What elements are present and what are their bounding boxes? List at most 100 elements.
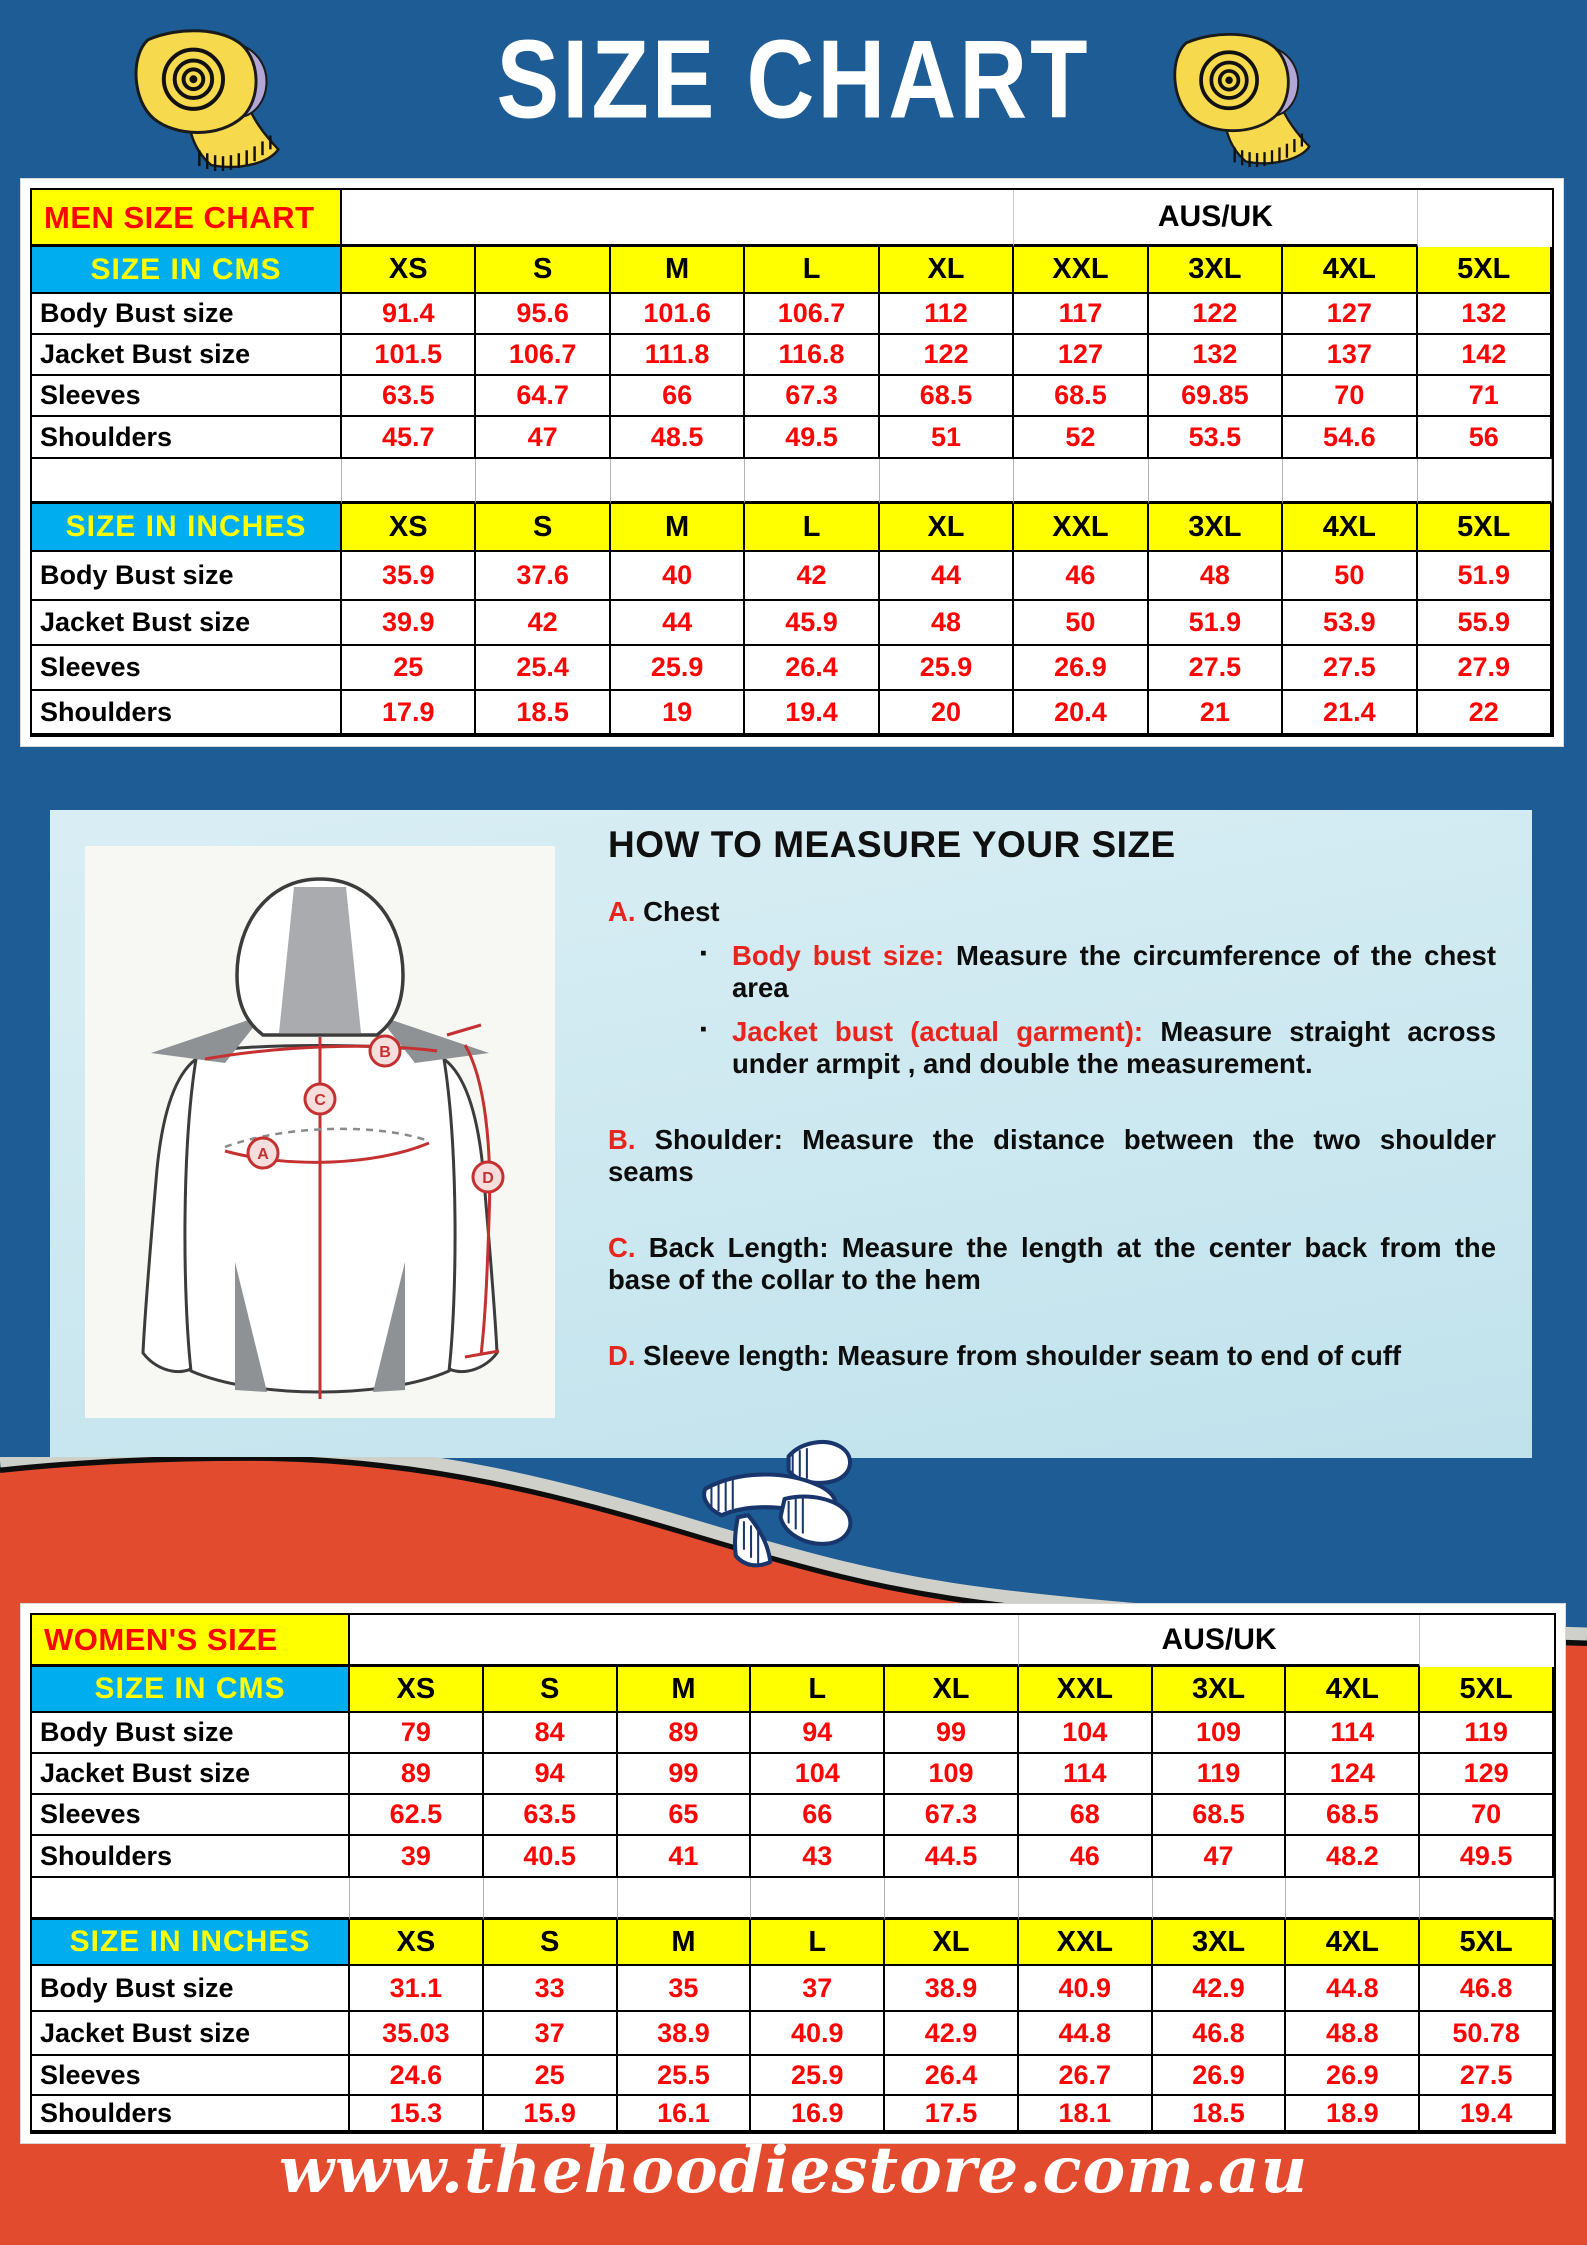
size-col-header: 4XL (1286, 1920, 1421, 1966)
size-value: 67.3 (885, 1795, 1019, 1836)
size-value: 68.5 (879, 376, 1015, 417)
size-value: 68.5 (1286, 1795, 1421, 1836)
spacer-cell (617, 1878, 752, 1920)
women-size-table: WOMEN'S SIZE AUS/UK SIZE IN CMS XS S M L XL XXL 3… (30, 1613, 1556, 2134)
size-value: 94 (751, 1713, 886, 1754)
measure-label: Shoulders (32, 1836, 350, 1878)
size-value: 48.2 (1286, 1836, 1421, 1878)
size-value: 63.5 (483, 1795, 618, 1836)
size-value: 26.7 (1018, 2056, 1153, 2096)
size-value: 51.9 (1148, 601, 1284, 646)
instruction-list: A. Chest ▪ Body bust size: Measure the cir… (608, 896, 1496, 1372)
size-col-header: M (617, 1920, 752, 1966)
size-value: 48 (879, 601, 1015, 646)
size-value: 62.5 (350, 1795, 484, 1836)
size-col-header: XL (879, 247, 1015, 294)
size-col-header: 5XL (1417, 504, 1552, 552)
measure-instruction: D. Sleeve length: Measure from shoulder … (608, 1340, 1402, 1371)
size-value: 89 (350, 1754, 484, 1795)
size-col-header: S (483, 1920, 618, 1966)
svg-text:B: B (379, 1044, 391, 1061)
size-value: 18.5 (476, 691, 611, 735)
size-value: 116.8 (745, 335, 880, 376)
size-value: 40.5 (483, 1836, 618, 1878)
size-value: 37.6 (476, 552, 611, 601)
size-value: 51 (879, 417, 1015, 459)
measure-label: Shoulders (32, 691, 342, 735)
hoodie-measurement-diagram: A B C D (85, 846, 555, 1418)
men-size-table: MEN SIZE CHART AUS/UK SIZE IN CMS XS S M L XL XX… (30, 188, 1554, 737)
size-col-header: M (617, 1667, 752, 1713)
size-value: 38.9 (617, 2012, 752, 2056)
size-value: 53.5 (1148, 417, 1284, 459)
size-value: 109 (885, 1754, 1019, 1795)
svg-text:A: A (257, 1146, 269, 1163)
spacer-cell (350, 1878, 484, 1920)
how-to-measure-panel: A B C D HOW TO MEASURE YOUR SIZE A. Ches… (50, 810, 1532, 1458)
size-value: 25.4 (476, 646, 611, 691)
measure-label: Body Bust size (32, 552, 342, 601)
size-value: 31.1 (350, 1966, 484, 2012)
instruction-key: A. (608, 896, 644, 927)
size-value: 142 (1417, 335, 1552, 376)
measure-label: Sleeves (32, 1795, 350, 1836)
size-col-header: XL (885, 1667, 1019, 1713)
size-value: 25.5 (617, 2056, 752, 2096)
size-value: 27.5 (1283, 646, 1418, 691)
instruction-bullets: ▪ Body bust size: Measure the circumferen… (700, 940, 1496, 1080)
size-value: 44 (610, 601, 746, 646)
size-value: 114 (1018, 1754, 1153, 1795)
size-value: 18.1 (1018, 2096, 1153, 2132)
instruction-key: D. (608, 1340, 644, 1371)
size-value: 19 (610, 691, 746, 735)
size-value: 27.9 (1417, 646, 1552, 691)
spacer-cell (1152, 1878, 1287, 1920)
spacer-cell (32, 1878, 350, 1920)
measure-label: Jacket Bust size (32, 335, 342, 376)
size-col-header: XL (885, 1920, 1019, 1966)
size-col-header: M (610, 247, 746, 294)
size-value: 46 (1014, 552, 1149, 601)
size-value: 63.5 (342, 376, 477, 417)
size-value: 26.9 (1286, 2056, 1421, 2096)
measure-label: Jacket Bust size (32, 2012, 350, 2056)
size-value: 45.7 (342, 417, 477, 459)
size-value: 89 (617, 1713, 752, 1754)
size-value: 21.4 (1283, 691, 1418, 735)
size-value: 53.9 (1283, 601, 1418, 646)
size-value: 33 (483, 1966, 618, 2012)
size-value: 22 (1417, 691, 1552, 735)
measure-label: Body Bust size (32, 294, 342, 335)
size-value: 16.1 (617, 2096, 752, 2132)
instruction-key: B. (608, 1124, 655, 1155)
size-value: 39.9 (342, 601, 477, 646)
size-value: 42.9 (885, 2012, 1019, 2056)
size-value: 71 (1417, 376, 1552, 417)
size-value: 49.5 (1420, 1836, 1554, 1878)
size-value: 50 (1283, 552, 1418, 601)
spacer-cell (751, 1878, 886, 1920)
size-value: 48.5 (610, 417, 746, 459)
size-value: 26.9 (1014, 646, 1149, 691)
size-value: 24.6 (350, 2056, 484, 2096)
size-value: 50 (1014, 601, 1149, 646)
size-value: 56 (1417, 417, 1552, 459)
blank-cell (342, 190, 1015, 247)
size-value: 122 (879, 335, 1015, 376)
size-value: 26.4 (745, 646, 880, 691)
size-value: 25.9 (751, 2056, 886, 2096)
spacer-cell (1286, 1878, 1421, 1920)
size-value: 27.5 (1148, 646, 1284, 691)
measure-instruction: A. Chest (608, 896, 720, 927)
blank-cell (350, 1615, 1019, 1667)
measure-label: Shoulders (32, 2096, 350, 2132)
size-col-header: 5XL (1417, 247, 1552, 294)
size-value: 40 (610, 552, 746, 601)
size-value: 46.8 (1152, 2012, 1287, 2056)
size-value: 26.4 (885, 2056, 1019, 2096)
size-col-header: XS (350, 1920, 484, 1966)
measure-label: Sleeves (32, 2056, 350, 2096)
size-col-header: S (476, 247, 611, 294)
size-col-header: L (751, 1920, 886, 1966)
size-value: 17.5 (885, 2096, 1019, 2132)
